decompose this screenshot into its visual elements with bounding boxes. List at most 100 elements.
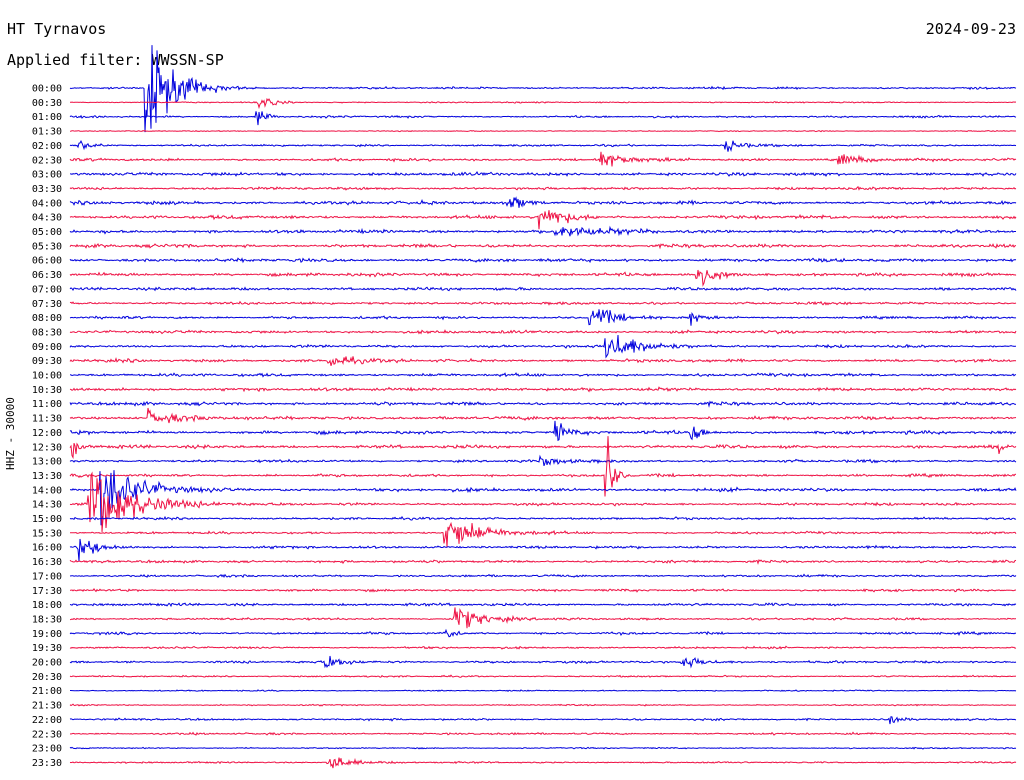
row-label-1500: 15:00 [32, 514, 62, 525]
trace-1430 [69, 471, 1017, 532]
trace-1330 [69, 436, 1017, 497]
trace-1200 [69, 420, 1017, 442]
trace-0200 [69, 139, 1017, 152]
row-label-0930: 09:30 [32, 356, 62, 367]
row-label-1130: 11:30 [32, 414, 62, 425]
row-label-2100: 21:00 [32, 686, 62, 697]
row-label-1030: 10:30 [32, 385, 62, 396]
row-label-1630: 16:30 [32, 557, 62, 568]
trace-0300 [70, 170, 1017, 177]
trace-0730 [69, 300, 1017, 306]
row-label-1930: 19:30 [32, 643, 62, 654]
trace-1930 [69, 645, 1017, 650]
trace-0700 [69, 286, 1017, 292]
trace-2230 [69, 731, 1017, 736]
trace-0100 [69, 111, 1017, 126]
trace-0830 [69, 329, 1017, 335]
row-label-1600: 16:00 [32, 543, 62, 554]
trace-0430 [69, 210, 1017, 230]
trace-1000 [69, 372, 1017, 378]
trace-1230 [69, 442, 1017, 460]
row-label-1100: 11:00 [32, 399, 62, 410]
trace-1500 [69, 515, 1017, 521]
row-label-1230: 12:30 [32, 442, 62, 453]
row-label-1900: 19:00 [32, 629, 62, 640]
trace-0400 [69, 196, 1017, 208]
trace-1830 [69, 607, 1016, 629]
row-label-1200: 12:00 [32, 428, 62, 439]
trace-2330 [69, 757, 1017, 769]
row-label-0200: 02:00 [32, 141, 62, 152]
row-label-0530: 05:30 [32, 241, 62, 252]
trace-1400 [69, 470, 1017, 526]
row-label-1330: 13:30 [32, 471, 62, 482]
trace-0130 [69, 129, 1017, 133]
row-label-0000: 00:00 [32, 84, 62, 95]
row-label-1700: 17:00 [32, 571, 62, 582]
row-label-0300: 03:00 [32, 170, 62, 181]
row-label-0400: 04:00 [32, 198, 62, 209]
row-label-0600: 06:00 [32, 256, 62, 267]
row-label-0100: 01:00 [32, 112, 62, 123]
trace-2300 [69, 746, 1017, 750]
row-label-1730: 17:30 [32, 586, 62, 597]
row-label-0800: 08:00 [32, 313, 62, 324]
trace-1100 [69, 400, 1017, 408]
row-label-2000: 20:00 [32, 658, 62, 669]
row-label-0430: 04:30 [32, 213, 62, 224]
trace-0000 [69, 45, 1017, 133]
trace-1800 [69, 602, 1017, 608]
row-label-2030: 20:30 [32, 672, 62, 683]
trace-0530 [69, 243, 1017, 250]
trace-0900 [69, 334, 1016, 359]
trace-1300 [69, 454, 1017, 467]
trace-1700 [69, 573, 1017, 579]
row-label-1300: 13:00 [32, 457, 62, 468]
trace-0030 [70, 97, 1017, 110]
row-label-0900: 09:00 [32, 342, 62, 353]
filter-label: Applied filter: WWSSN-SP [7, 51, 224, 69]
row-label-0330: 03:30 [32, 184, 62, 195]
row-label-0230: 02:30 [32, 155, 62, 166]
trace-1730 [69, 588, 1017, 593]
trace-2030 [69, 674, 1017, 678]
row-label-1000: 10:00 [32, 371, 62, 382]
trace-2200 [69, 716, 1017, 725]
row-label-1430: 14:30 [32, 500, 62, 511]
row-label-1400: 14:00 [32, 485, 62, 496]
record-date: 2024-09-23 [925, 20, 1016, 38]
row-label-0130: 01:30 [32, 127, 62, 138]
row-label-1800: 18:00 [32, 600, 62, 611]
trace-2130 [69, 703, 1017, 707]
row-label-2130: 21:30 [32, 701, 62, 712]
trace-0800 [69, 309, 1017, 326]
trace-1900 [69, 628, 1017, 638]
row-label-2230: 22:30 [32, 729, 62, 740]
row-label-0830: 08:30 [32, 327, 62, 338]
trace-2100 [70, 689, 1017, 693]
trace-1600 [69, 538, 1017, 562]
row-label-1530: 15:30 [32, 528, 62, 539]
trace-0330 [69, 185, 1017, 191]
trace-1530 [69, 521, 1017, 547]
trace-1030 [69, 386, 1017, 393]
row-label-2200: 22:00 [32, 715, 62, 726]
station-name: HT Tyrnavos [7, 20, 107, 38]
trace-0230 [69, 151, 1017, 167]
row-label-2330: 23:30 [32, 758, 62, 769]
trace-1130 [69, 407, 1017, 424]
trace-2000 [69, 655, 1017, 669]
trace-0500 [69, 225, 1016, 237]
trace-0600 [69, 257, 1017, 264]
trace-0630 [69, 269, 1017, 287]
row-label-0730: 07:30 [32, 299, 62, 310]
row-label-0500: 05:00 [32, 227, 62, 238]
trace-0930 [69, 356, 1017, 366]
row-label-0630: 06:30 [32, 270, 62, 281]
row-label-2300: 23:00 [32, 744, 62, 755]
row-label-0700: 07:00 [32, 284, 62, 295]
row-label-1830: 18:30 [32, 614, 62, 625]
trace-1630 [69, 559, 1017, 565]
row-label-0030: 00:30 [32, 98, 62, 109]
